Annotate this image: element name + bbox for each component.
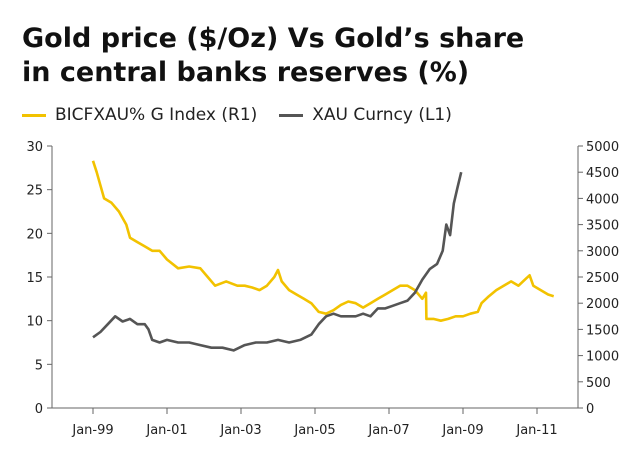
right-tick-label: 1500: [586, 323, 619, 338]
x-tick-label: Jan-11: [515, 423, 557, 438]
left-tick-label: 15: [26, 271, 43, 286]
right-tick-label: 0: [586, 402, 594, 417]
chart-legend: BICFXAU% G Index (R1) XAU Curncy (L1): [22, 103, 474, 127]
x-tick-label: Jan-99: [71, 423, 113, 438]
series-line-gold-price: [92, 171, 463, 352]
right-tick-label: 5000: [586, 140, 619, 155]
legend-item-gold-price[interactable]: XAU Curncy (L1): [279, 105, 452, 125]
right-tick-label: 500: [586, 376, 611, 391]
x-tick-label: Jan-01: [145, 423, 187, 438]
chart-title-line2: in central banks reserves (%): [22, 57, 470, 88]
right-tick-label: 4000: [586, 192, 619, 207]
chart-title: Gold price ($/Oz) Vs Gold’s share in cen…: [22, 22, 524, 90]
right-tick-label: 3000: [586, 245, 619, 260]
x-tick-label: Jan-03: [219, 423, 261, 438]
x-tick-label: Jan-07: [367, 423, 409, 438]
left-tick-label: 20: [26, 227, 43, 242]
left-tick-label: 0: [35, 402, 43, 417]
legend-item-share[interactable]: BICFXAU% G Index (R1): [22, 105, 257, 125]
series-line-share: [91, 160, 555, 322]
left-tick-label: 10: [26, 315, 43, 330]
legend-label-gold-price: XAU Curncy (L1): [312, 105, 452, 125]
left-tick-label: 25: [26, 184, 43, 199]
right-tick-label: 3500: [586, 219, 619, 234]
legend-label-share: BICFXAU% G Index (R1): [55, 105, 258, 125]
left-tick-label: 30: [26, 140, 43, 155]
left-tick-label: 5: [35, 358, 43, 373]
chart-title-line1: Gold price ($/Oz) Vs Gold’s share: [22, 23, 525, 54]
x-tick-label: Jan-09: [441, 423, 483, 438]
right-tick-label: 4500: [586, 166, 619, 181]
x-tick-label: Jan-05: [293, 423, 335, 438]
right-tick-label: 2000: [586, 297, 619, 312]
legend-swatch-share: [22, 113, 46, 117]
legend-swatch-gold-price: [279, 113, 304, 117]
right-tick-label: 2500: [586, 271, 619, 286]
right-tick-label: 1000: [586, 350, 619, 365]
